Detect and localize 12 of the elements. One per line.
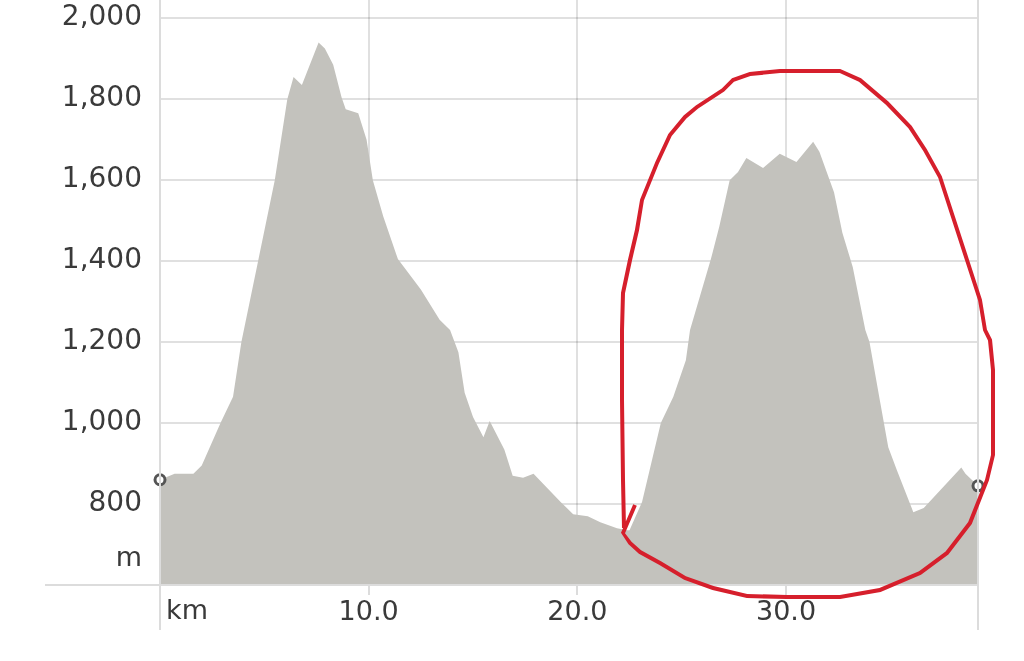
y-tick-label: 800 xyxy=(88,485,142,519)
y-tick-label: 1,200 xyxy=(61,323,142,357)
x-tick-label: 30.0 xyxy=(755,595,817,627)
x-tick-label: 20.0 xyxy=(547,595,608,627)
y-tick-label: 1,400 xyxy=(61,242,142,276)
y-tick-label: 1,000 xyxy=(61,404,142,438)
y-tick-label: 1,800 xyxy=(61,80,142,114)
x-tick-label: 10.0 xyxy=(338,595,399,627)
x-axis-title: km xyxy=(166,594,208,626)
y-tick-label: 1,600 xyxy=(61,161,142,195)
y-tick-label: 2,000 xyxy=(61,0,142,33)
y-axis-title: m xyxy=(115,541,142,573)
